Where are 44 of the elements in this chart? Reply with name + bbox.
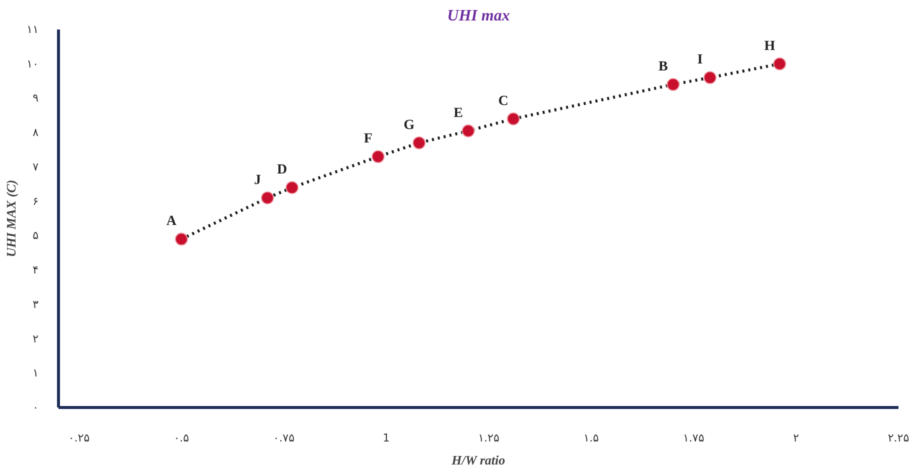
annotation: D bbox=[277, 162, 288, 178]
annotation: I bbox=[697, 52, 703, 68]
x-tick-label: ۲.۲۵ bbox=[888, 432, 910, 444]
point bbox=[174, 232, 188, 246]
y-tick-label: ۱۱ bbox=[26, 23, 39, 36]
point bbox=[773, 57, 786, 70]
y-tick-label: ۶ bbox=[32, 194, 39, 208]
point bbox=[462, 124, 475, 138]
x-tick-label: ۱.۷۵ bbox=[683, 432, 704, 444]
annotation: A bbox=[166, 214, 178, 230]
y-tick-label: ۲ bbox=[32, 332, 39, 346]
annotation: C bbox=[498, 94, 508, 109]
y-tick-label: ۹ bbox=[32, 92, 39, 105]
point bbox=[506, 112, 520, 126]
y-tick-label: ۸ bbox=[32, 126, 39, 140]
annotation: H bbox=[764, 38, 776, 54]
y-tick-label: ۱۰ bbox=[26, 57, 39, 70]
point bbox=[666, 78, 680, 91]
x-axis-title: H/W ratio bbox=[450, 452, 506, 468]
x-tick-label: ۰.۵ bbox=[174, 432, 190, 444]
point bbox=[286, 181, 299, 194]
y-axis-title: UHI MAX (C) bbox=[4, 180, 19, 258]
x-tick-label: ۱.۲۵ bbox=[478, 432, 500, 444]
annotation: E bbox=[454, 106, 463, 121]
x-tick-label: ۲ bbox=[793, 432, 800, 444]
point bbox=[260, 191, 274, 204]
y-tick-label: ۵ bbox=[32, 229, 39, 242]
y-tick-label: ۷ bbox=[32, 160, 39, 174]
annotation: F bbox=[364, 132, 372, 147]
annotation: J bbox=[254, 172, 261, 188]
chart-title: UHI max bbox=[447, 8, 510, 24]
point bbox=[372, 150, 385, 164]
y-tick-label: ۱ bbox=[32, 366, 39, 380]
y-tick-label: ۳ bbox=[32, 298, 39, 311]
annotation: G bbox=[404, 118, 415, 133]
x-tick-label: 1 bbox=[382, 432, 390, 444]
x-tick-label: ۰.۷۵ bbox=[273, 432, 295, 444]
x-tick-label: ۱.۵ bbox=[584, 432, 599, 444]
point bbox=[412, 136, 426, 150]
y-tick-label: ۰ bbox=[32, 401, 39, 414]
y-tick-label: ۴ bbox=[32, 264, 39, 277]
x-tick-label: ۰.۲۵ bbox=[68, 432, 90, 444]
annotation: B bbox=[658, 59, 668, 74]
point bbox=[704, 71, 717, 84]
